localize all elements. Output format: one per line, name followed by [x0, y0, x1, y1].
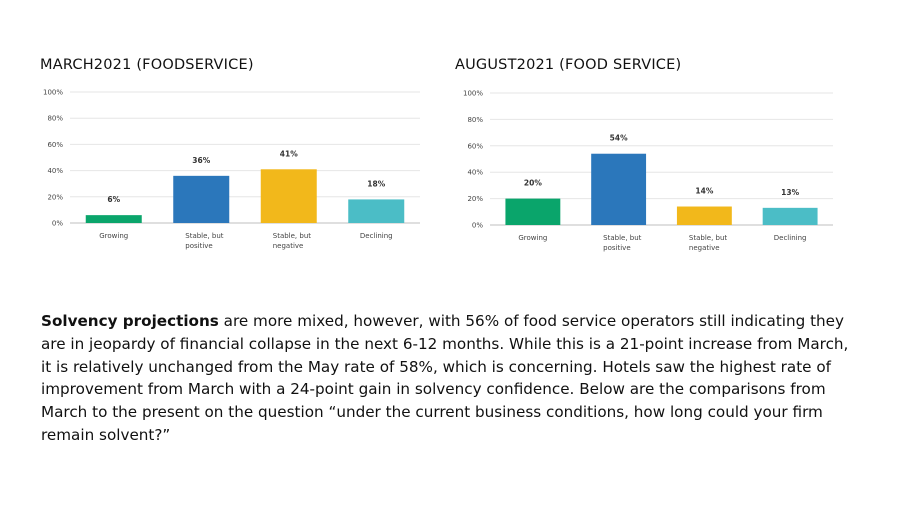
chart-title-august: AUGUST2021 (FOOD SERVICE) [455, 57, 682, 73]
bar [173, 175, 230, 223]
y-tick-label: 60% [47, 141, 63, 149]
paragraph-bold-lead: Solvency projections [41, 312, 219, 330]
data-label: 20% [524, 179, 542, 188]
y-tick-label: 0% [472, 222, 483, 230]
y-tick-label: 20% [47, 193, 63, 201]
category-label: Growing [518, 234, 547, 242]
category-label: Declining [360, 232, 393, 240]
bar-chart-august: 0% 20% 40% 60% 80% 100% 20% Growing 54% Stable, b… [463, 90, 833, 252]
y-tick-label: 20% [467, 195, 483, 203]
solvency-paragraph: Solvency projections are more mixed, how… [41, 310, 861, 447]
bar [676, 206, 732, 225]
bar [260, 169, 317, 223]
y-tick-label: 80% [47, 115, 63, 123]
bar [85, 215, 142, 223]
data-label: 18% [367, 179, 385, 188]
category-label: Growing [99, 232, 128, 240]
category-label: negative [273, 242, 304, 250]
bar [348, 199, 405, 223]
chart-title-march: MARCH2021 (FOODSERVICE) [40, 57, 254, 73]
category-label: Stable, but [273, 232, 312, 240]
bar [762, 207, 818, 225]
category-label: Stable, but [185, 232, 224, 240]
bar-chart-march: 0% 20% 40% 60% 80% 100% 6% Growing 36% Stable, bu… [43, 89, 420, 250]
data-label: 54% [610, 134, 628, 143]
y-tick-label: 60% [467, 142, 483, 150]
category-label: positive [185, 242, 212, 250]
data-label: 6% [107, 195, 120, 204]
y-tick-label: 100% [463, 90, 483, 98]
category-label: Stable, but [603, 234, 642, 242]
data-label: 13% [781, 188, 799, 197]
category-label: positive [603, 244, 630, 252]
category-label: Declining [774, 234, 807, 242]
y-tick-label: 40% [467, 169, 483, 177]
y-tick-label: 40% [47, 167, 63, 175]
bar [591, 153, 647, 225]
y-tick-label: 80% [467, 116, 483, 124]
data-label: 36% [192, 156, 210, 165]
paragraph-body: are more mixed, however, with 56% of foo… [41, 312, 849, 444]
y-tick-label: 0% [52, 220, 63, 228]
data-label: 14% [695, 187, 713, 196]
y-tick-label: 100% [43, 89, 63, 97]
data-label: 41% [280, 149, 298, 158]
category-label: Stable, but [689, 234, 728, 242]
category-label: negative [689, 244, 720, 252]
bar [505, 198, 561, 225]
